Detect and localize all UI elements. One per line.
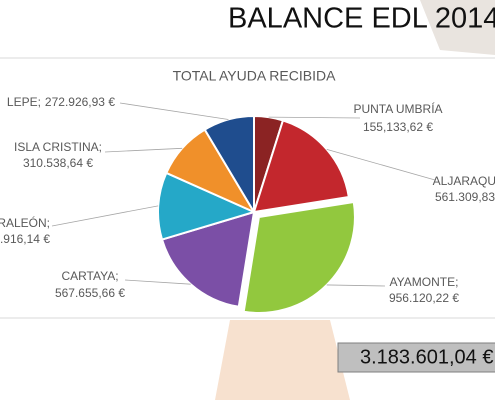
category-label: AYAMONTE; [390, 275, 459, 289]
chart-title: TOTAL AYUDA RECIBIDA [173, 68, 337, 84]
category-label: GIBRALEÓN; [0, 215, 50, 230]
value-label: 561.309,83 € [435, 190, 495, 204]
category-label: ISLA CRISTINA; [14, 140, 102, 154]
leader-line [124, 279, 191, 285]
pie-slice [203, 114, 255, 216]
category-label: LEPE; [7, 95, 41, 109]
pie-slice [157, 171, 257, 241]
slice-label: LEPE; 272.926,93 € [7, 95, 115, 109]
value-label: 310.538,64 € [23, 156, 93, 170]
leader-line [326, 148, 436, 181]
pie-slice [160, 210, 256, 308]
leader-line [51, 205, 159, 227]
value-label: 359.916,14 € [0, 232, 50, 246]
leader-line [268, 116, 361, 119]
decor [420, 0, 495, 55]
value-label: 155,133,62 € [363, 120, 433, 134]
value-label: 956.120,22 € [389, 291, 459, 305]
category-label: ALJARAQUE; [433, 174, 495, 188]
leader-line [119, 102, 229, 120]
total: 3.183.601,04 € [360, 346, 493, 368]
value-label: 272.926,93 € [45, 95, 115, 109]
leader-line [104, 147, 183, 153]
category-label: CARTAYA; [61, 269, 118, 283]
slide-title: BALANCE EDL 2014- [228, 3, 495, 35]
decor [215, 320, 350, 400]
leader-line [326, 284, 386, 287]
pie-slice [242, 200, 356, 314]
category-label: PUNTA UMBRÍA [353, 101, 442, 116]
value-label: 567.655,66 € [55, 286, 125, 300]
total-box [337, 342, 495, 373]
